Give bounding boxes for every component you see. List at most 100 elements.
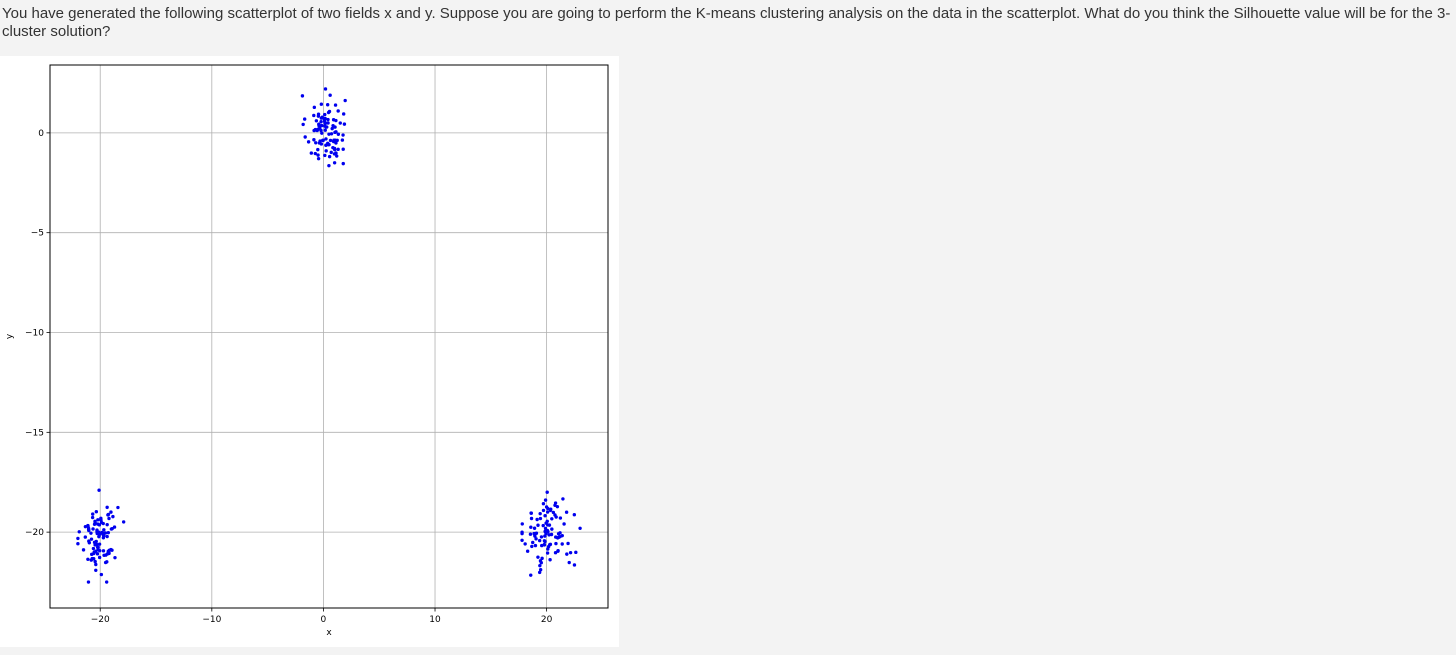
data-point <box>520 538 524 542</box>
data-points <box>76 87 582 584</box>
data-point <box>332 161 337 165</box>
data-point <box>536 523 540 527</box>
data-point <box>91 512 95 516</box>
data-point <box>116 505 120 510</box>
data-point <box>554 541 558 546</box>
data-point <box>318 126 322 130</box>
data-point <box>320 123 324 128</box>
data-point <box>342 122 347 126</box>
data-point <box>532 531 536 536</box>
data-point <box>568 550 573 555</box>
data-point <box>520 531 524 536</box>
data-point <box>314 119 319 123</box>
data-point <box>543 526 548 531</box>
data-point <box>86 557 90 562</box>
data-point <box>548 558 552 562</box>
data-point <box>109 510 113 514</box>
data-point <box>553 503 557 507</box>
data-point <box>105 534 109 539</box>
data-point <box>538 516 543 521</box>
data-point <box>320 115 324 119</box>
data-point <box>76 541 80 546</box>
data-point <box>539 535 544 539</box>
data-point <box>90 515 95 520</box>
data-point <box>529 511 533 515</box>
data-point <box>531 540 535 545</box>
data-point <box>96 522 100 526</box>
data-point <box>535 517 539 522</box>
data-point <box>86 580 91 584</box>
data-point <box>92 550 97 554</box>
data-point <box>543 498 548 502</box>
data-point <box>95 530 99 534</box>
data-point <box>103 531 108 535</box>
data-point <box>548 542 553 547</box>
data-point <box>95 552 100 556</box>
data-point <box>323 112 327 117</box>
data-point <box>99 572 104 577</box>
data-point <box>334 141 338 145</box>
data-point <box>121 520 126 524</box>
data-point <box>338 121 342 125</box>
data-point <box>529 525 533 529</box>
data-point <box>320 131 324 135</box>
data-point <box>562 522 566 526</box>
data-point <box>538 559 543 563</box>
data-point <box>107 548 112 552</box>
data-point <box>564 510 569 514</box>
data-point <box>543 539 547 544</box>
data-point <box>325 103 330 107</box>
data-point <box>341 161 345 166</box>
data-point <box>536 555 540 559</box>
data-point <box>112 525 117 529</box>
data-point <box>572 512 577 517</box>
data-point <box>567 560 571 565</box>
data-point <box>105 522 109 527</box>
data-point <box>544 505 549 509</box>
data-point <box>542 542 546 547</box>
data-point <box>329 150 333 155</box>
data-point <box>104 553 108 557</box>
data-point <box>90 556 94 561</box>
data-point <box>328 138 333 143</box>
data-point <box>336 147 340 152</box>
data-point <box>323 153 327 158</box>
data-point <box>560 542 564 546</box>
data-point <box>545 551 550 555</box>
data-point <box>110 548 114 552</box>
data-point <box>532 526 537 530</box>
data-point <box>326 110 331 115</box>
data-point <box>94 542 99 547</box>
data-point <box>323 87 328 91</box>
data-point <box>94 510 99 514</box>
data-point <box>543 513 547 518</box>
x-axis-label: x <box>326 628 332 638</box>
data-point <box>341 147 345 151</box>
data-point <box>81 548 86 552</box>
data-point <box>327 132 331 136</box>
data-point <box>529 573 533 577</box>
data-point <box>316 147 320 152</box>
data-point <box>545 490 549 494</box>
data-point <box>533 543 538 548</box>
data-point <box>83 535 88 539</box>
data-point <box>530 544 534 549</box>
data-point <box>543 534 547 538</box>
data-point <box>106 530 111 535</box>
x-tick-label: 20 <box>541 615 553 625</box>
data-point <box>574 550 578 555</box>
data-point <box>316 156 321 161</box>
data-point <box>534 537 538 541</box>
data-point <box>323 121 327 125</box>
y-axis-label: y <box>5 333 15 339</box>
data-point <box>319 102 324 106</box>
data-point <box>550 517 554 521</box>
data-point <box>302 117 307 121</box>
data-point <box>107 516 111 521</box>
data-point <box>312 113 316 118</box>
data-point <box>331 123 335 128</box>
data-point <box>317 141 322 145</box>
data-point <box>541 508 546 513</box>
data-point <box>543 529 547 534</box>
data-point <box>113 555 117 560</box>
